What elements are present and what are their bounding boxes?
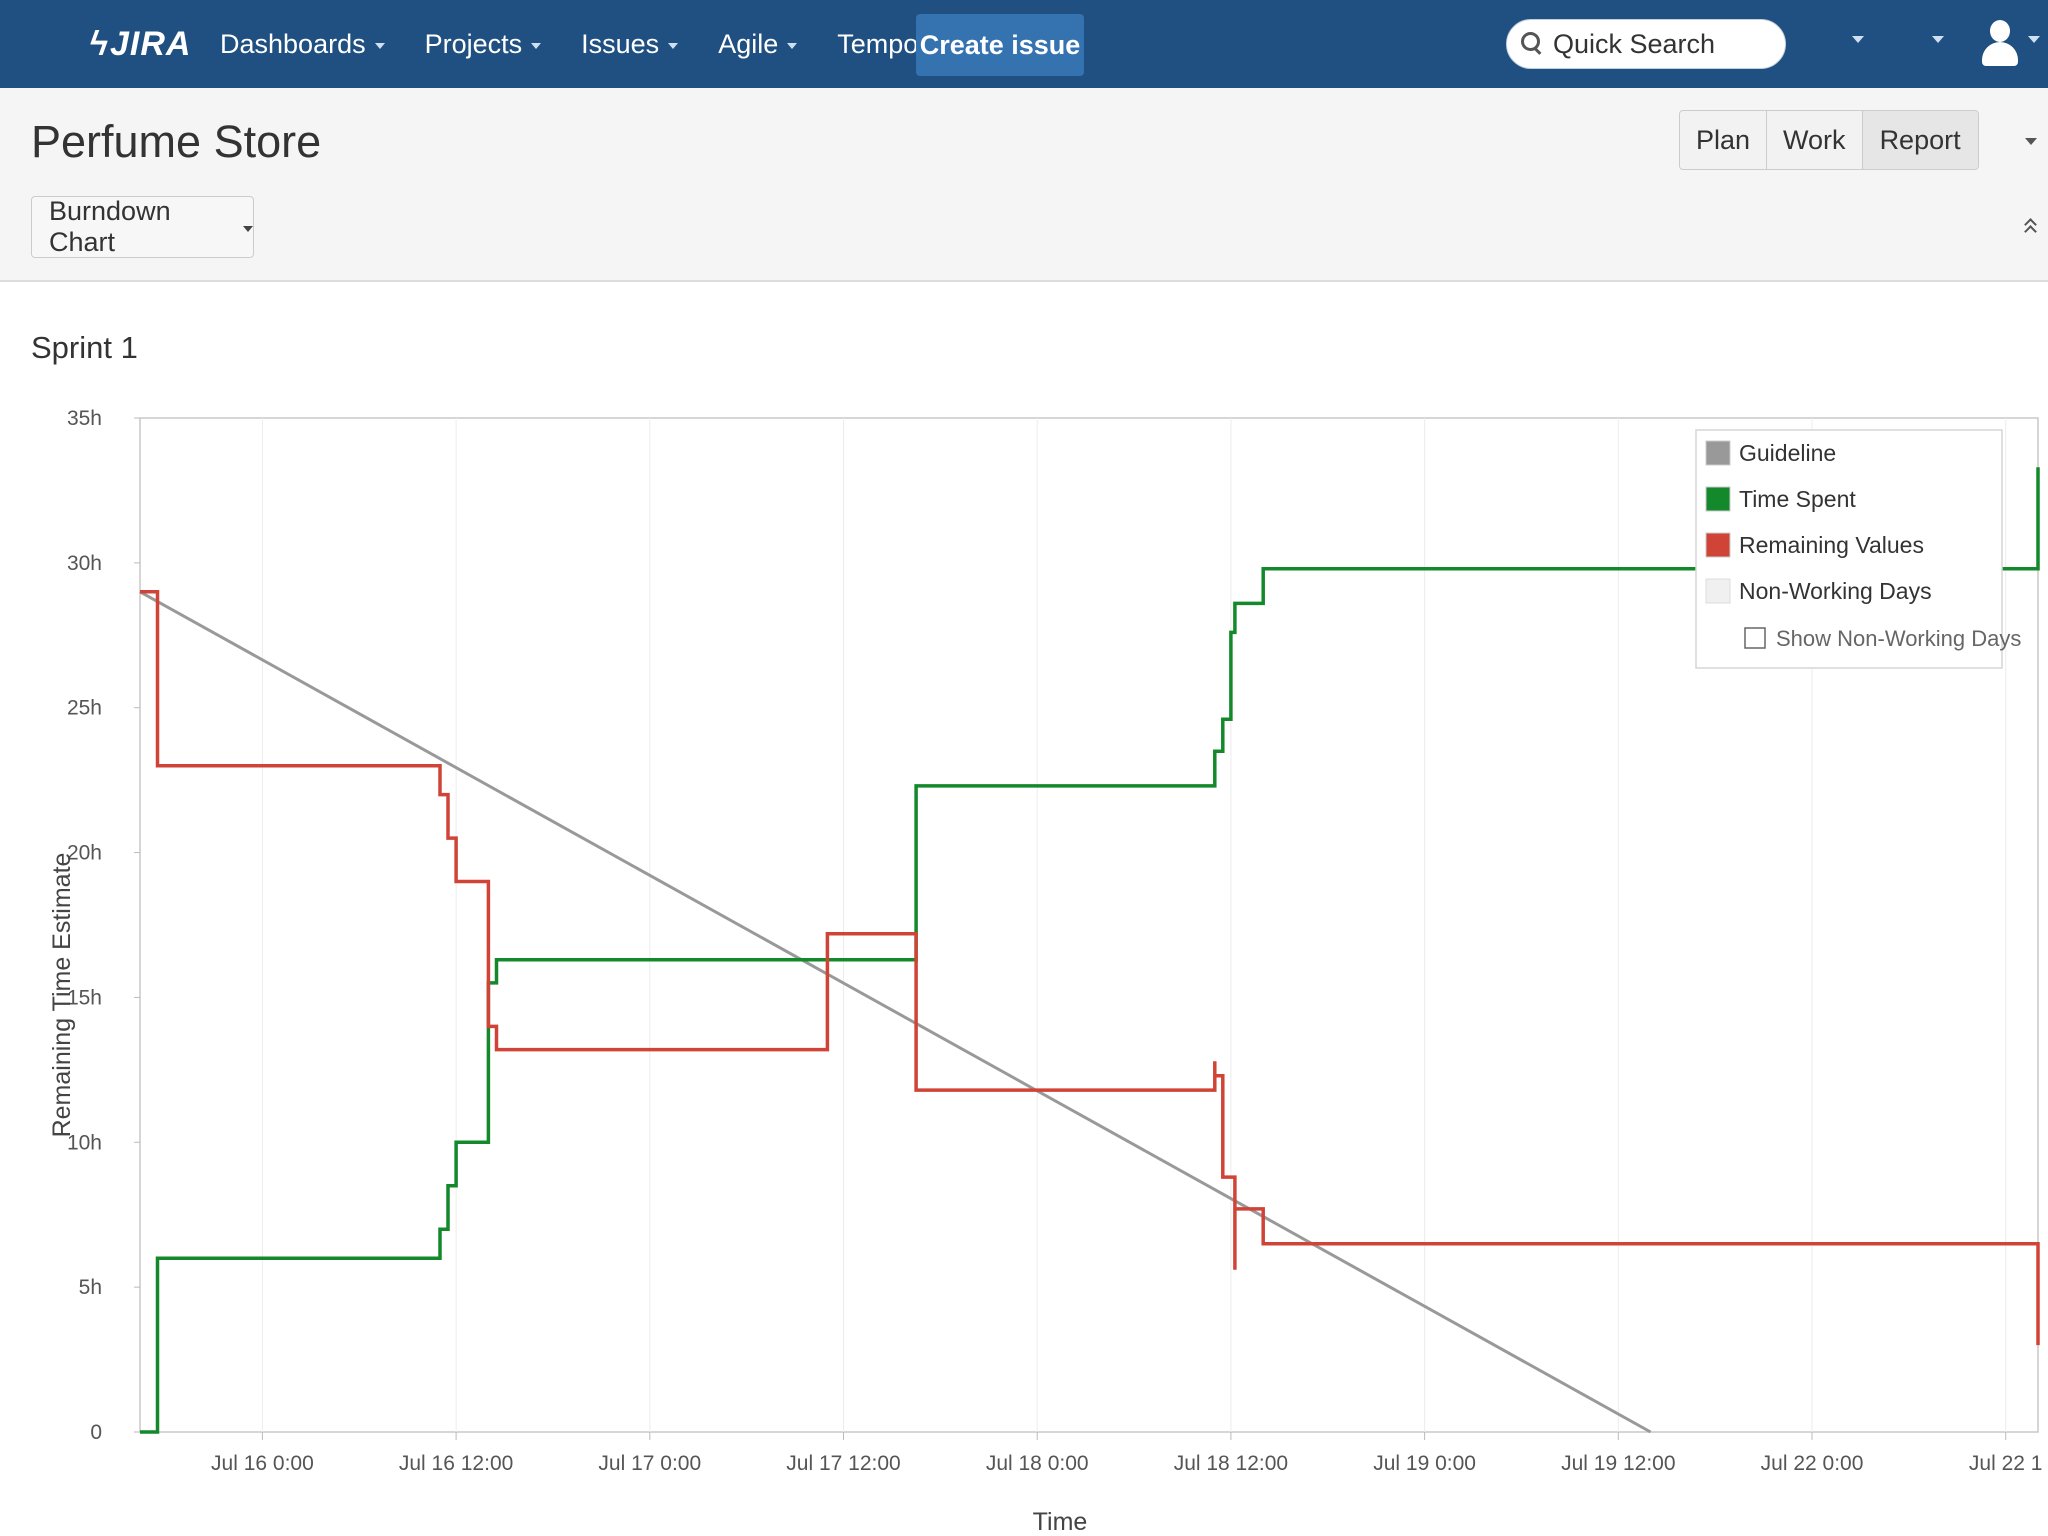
chevron-down-icon <box>374 42 385 49</box>
legend-time-spent-label: Time Spent <box>1739 486 1856 512</box>
nav-label: Issues <box>581 28 660 59</box>
x-tick-label: Jul 16 12:00 <box>399 1452 513 1475</box>
show-non-working-days-checkbox[interactable] <box>1744 627 1766 649</box>
nav-label: Dashboards <box>220 28 366 59</box>
help-dropdown-icon[interactable] <box>1852 36 1864 43</box>
report-type-select[interactable]: Burndown Chart <box>31 196 254 258</box>
nav-issues[interactable]: Issues <box>575 29 684 60</box>
view-switcher: Plan Work Report <box>1679 110 1979 170</box>
y-tick-label: 30h <box>67 552 102 575</box>
legend-guideline-label: Guideline <box>1739 440 1836 466</box>
legend-guideline-swatch <box>1705 440 1731 466</box>
x-tick-label: Jul 17 0:00 <box>598 1452 701 1475</box>
legend-non-working-swatch <box>1705 578 1731 604</box>
y-tick-label: 10h <box>67 1131 102 1154</box>
y-axis-title: Remaining Time Estimate <box>48 853 76 1138</box>
jira-logo[interactable]: ϟ JIRA <box>90 18 191 70</box>
search-icon <box>1519 31 1545 57</box>
series-line-remaining-values <box>140 590 2040 1346</box>
report-type-label: Burndown Chart <box>49 196 171 257</box>
series-line-guideline <box>139 590 1652 1434</box>
x-tick-label: Jul 22 0:00 <box>1761 1452 1864 1475</box>
tab-work[interactable]: Work <box>1767 111 1863 169</box>
x-axis-title: Time <box>1033 1508 1088 1536</box>
x-tick-label: Jul 22 1 <box>1969 1452 2043 1475</box>
y-tick-label: 15h <box>67 986 102 1009</box>
tab-plan[interactable]: Plan <box>1680 111 1768 169</box>
legend-non-working-label: Non-Working Days <box>1739 578 1932 604</box>
y-tick-label: 5h <box>79 1276 102 1299</box>
collapse-icon[interactable] <box>2022 216 2038 238</box>
x-tick-label: Jul 18 0:00 <box>986 1452 1089 1475</box>
show-non-working-days-label: Show Non-Working Days <box>1776 626 2021 651</box>
y-tick-label: 35h <box>67 407 102 430</box>
chart-legend: Guideline Time Spent Remaining Values Non-W… <box>1695 429 2021 669</box>
create-issue-button[interactable]: Create issue <box>916 14 1084 76</box>
x-tick-label: Jul 17 12:00 <box>786 1452 900 1475</box>
x-tick-label: Jul 19 12:00 <box>1561 1452 1675 1475</box>
burndown-chart: Jul 16 0:00 Jul 16 12:00 Jul 17 0:00 Jul 17… <box>48 407 2043 1536</box>
nav-dashboards[interactable]: Dashboards <box>214 29 391 60</box>
user-dropdown-icon[interactable] <box>2028 36 2040 43</box>
legend-remaining-values-label: Remaining Values <box>1739 532 1924 558</box>
nav-label: Projects <box>424 28 523 59</box>
y-tick-label: 0 <box>90 1421 102 1444</box>
legend-time-spent-swatch <box>1705 486 1731 512</box>
page-title: Perfume Store <box>31 116 322 167</box>
board-header: Perfume Store Plan Work Report Burndown … <box>0 88 2048 282</box>
y-tick-label: 20h <box>67 842 102 865</box>
y-tick-label: 25h <box>67 697 102 720</box>
tab-report[interactable]: Report <box>1862 111 1978 169</box>
sprint-title: Sprint 1 <box>31 330 138 365</box>
nav-label: Agile <box>718 28 779 59</box>
admin-dropdown-icon[interactable] <box>1932 36 1944 43</box>
user-avatar-icon[interactable] <box>1978 18 2022 68</box>
nav-label: Tempo <box>837 28 919 59</box>
x-tick-label: Jul 18 12:00 <box>1174 1452 1288 1475</box>
x-tick-label: Jul 16 0:00 <box>211 1452 314 1475</box>
chevron-down-icon <box>787 42 798 49</box>
jira-logo-text: JIRA <box>110 24 192 63</box>
chevron-down-icon <box>668 42 679 49</box>
nav-agile[interactable]: Agile <box>712 29 803 60</box>
jira-logo-icon: ϟ <box>90 24 108 63</box>
nav-projects[interactable]: Projects <box>419 29 548 60</box>
quick-search-input[interactable] <box>1553 28 1773 60</box>
top-navigation-bar: ϟ JIRA Dashboards Projects Issues Agile … <box>0 0 2048 88</box>
x-tick-label: Jul 19 0:00 <box>1373 1452 1476 1475</box>
legend-remaining-values-swatch <box>1705 532 1731 558</box>
chevron-down-icon <box>531 42 542 49</box>
board-menu-dropdown-icon[interactable] <box>2025 138 2037 145</box>
main-nav: Dashboards Projects Issues Agile Tempo <box>200 0 957 88</box>
chevron-down-icon <box>243 225 253 232</box>
quick-search[interactable] <box>1506 19 1786 69</box>
